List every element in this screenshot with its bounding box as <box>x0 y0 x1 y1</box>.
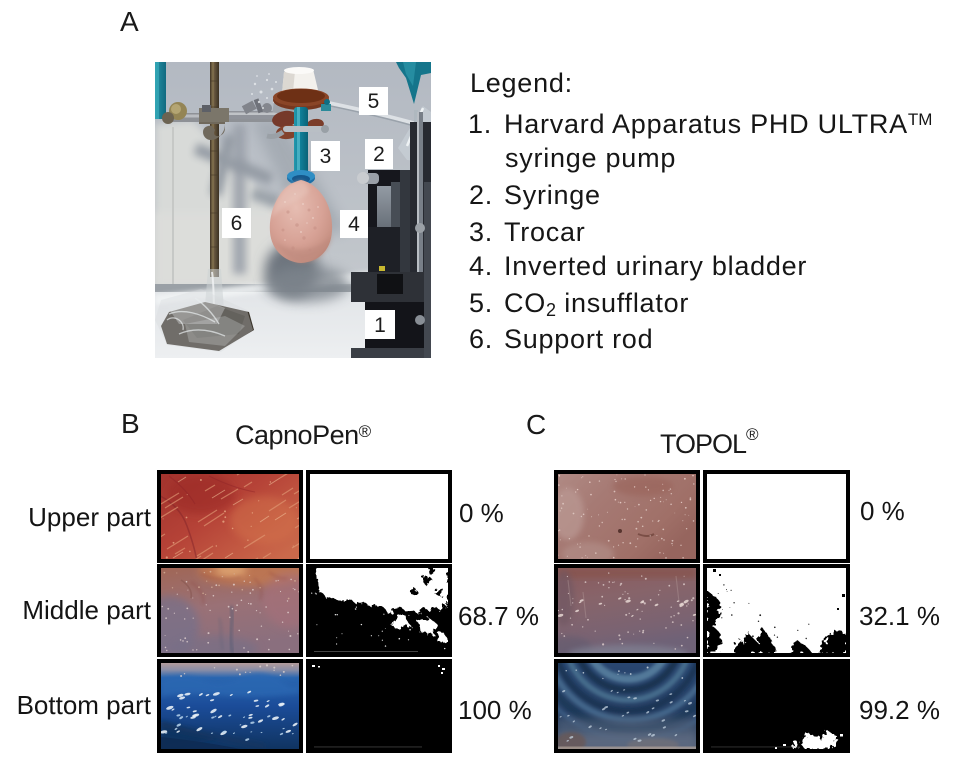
svg-text:1: 1 <box>374 314 386 337</box>
svg-text:3: 3 <box>320 145 332 168</box>
svg-text:5: 5 <box>368 90 380 113</box>
svg-text:6: 6 <box>231 212 243 235</box>
svg-text:2: 2 <box>373 143 385 166</box>
svg-text:4: 4 <box>348 213 360 236</box>
